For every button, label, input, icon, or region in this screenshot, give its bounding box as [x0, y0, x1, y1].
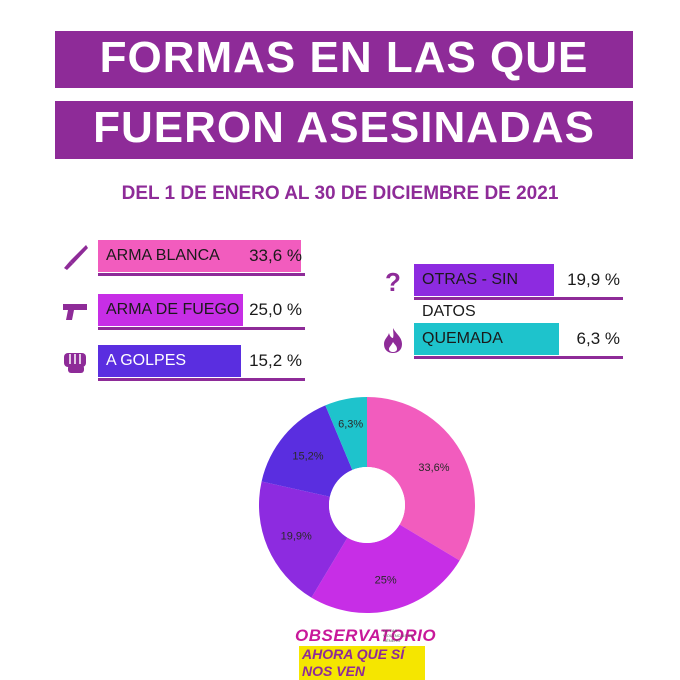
legend-row-otras: ? OTRAS - SIN DATOS 19,9 % — [378, 262, 628, 320]
legend-value-arma-de-fuego: 25,0 % — [249, 300, 302, 319]
legend-value-otras: 19,9 % — [567, 270, 620, 289]
legend-value-quemada: 6,3 % — [576, 329, 620, 348]
legend-underline — [414, 297, 623, 300]
legend-underline — [98, 273, 305, 276]
title-line-2: FUERON ASESINADAS — [55, 101, 633, 159]
legend-underline — [98, 327, 305, 330]
legend-value-arma-blanca: 33,6 % — [249, 246, 302, 265]
knife-icon — [64, 245, 88, 270]
logo-text-top: OBSERVATORIO — [295, 626, 437, 645]
legend-label-arma-de-fuego: ARMA DE FUEGO — [106, 301, 240, 318]
donut-label-4: 15,2% — [292, 451, 323, 463]
legend-value-a-golpes: 15,2 % — [249, 351, 302, 370]
legend-row-arma-blanca: ARMA BLANCA 33,6 % — [60, 238, 310, 278]
legend-label-a-golpes: A GOLPES — [106, 352, 187, 369]
legend-underline — [98, 378, 305, 381]
legend-label-arma-blanca: ARMA BLANCA — [106, 247, 220, 264]
legend-underline — [414, 356, 623, 359]
logo-text-bottom: AHORA QUE SÍ NOS VEN — [299, 646, 425, 680]
legend-swatch-arma-blanca: ARMA BLANCA — [98, 240, 301, 272]
legend-label-otras: OTRAS - SIN DATOS — [422, 271, 519, 320]
legend-label-quemada: QUEMADA — [422, 330, 503, 347]
donut-chart: 33,6% 25% 19,9% 15,2% 6,3% — [255, 393, 485, 623]
question-icon: ? — [385, 267, 401, 296]
fire-icon — [384, 328, 402, 353]
donut-label-5: 6,3% — [338, 419, 363, 431]
legend-swatch-otras: OTRAS - SIN DATOS — [414, 264, 554, 320]
subtitle: DEL 1 DE ENERO AL 30 DE DICIEMBRE DE 202… — [121, 183, 559, 204]
logo-text-small: DE LAS VIOLENCIAS DE GÉNERO — [383, 628, 414, 643]
donut-slice-2 — [311, 524, 460, 613]
donut-slice-4 — [261, 405, 353, 497]
donut-label-2: 25% — [375, 575, 397, 587]
legend-row-a-golpes: A GOLPES 15,2 % — [60, 343, 310, 383]
donut-slice-3 — [259, 481, 348, 598]
fist-icon — [64, 353, 86, 373]
observatorio-logo: OBSERVATORIO DE LAS VIOLENCIAS DE GÉNERO… — [295, 623, 436, 680]
donut-chart-svg: 33,6% 25% 19,9% 15,2% 6,3% — [259, 397, 475, 613]
legend-swatch-arma-de-fuego: ARMA DE FUEGO — [98, 294, 243, 326]
title-line-1: FORMAS EN LAS QUE — [55, 31, 633, 88]
legend-swatch-a-golpes: A GOLPES — [98, 345, 241, 377]
pistol-icon — [63, 304, 87, 320]
donut-hole — [329, 467, 405, 543]
donut-slice-1 — [367, 397, 475, 561]
legend-swatch-quemada: QUEMADA — [414, 323, 559, 355]
legend-row-arma-de-fuego: ARMA DE FUEGO 25,0 % — [60, 292, 310, 332]
donut-label-3: 19,9% — [281, 530, 312, 542]
legend-row-quemada: QUEMADA 6,3 % — [378, 321, 628, 361]
svg-text:?: ? — [385, 267, 401, 296]
donut-slice-5 — [325, 397, 367, 470]
donut-label-1: 33,6% — [418, 462, 449, 474]
